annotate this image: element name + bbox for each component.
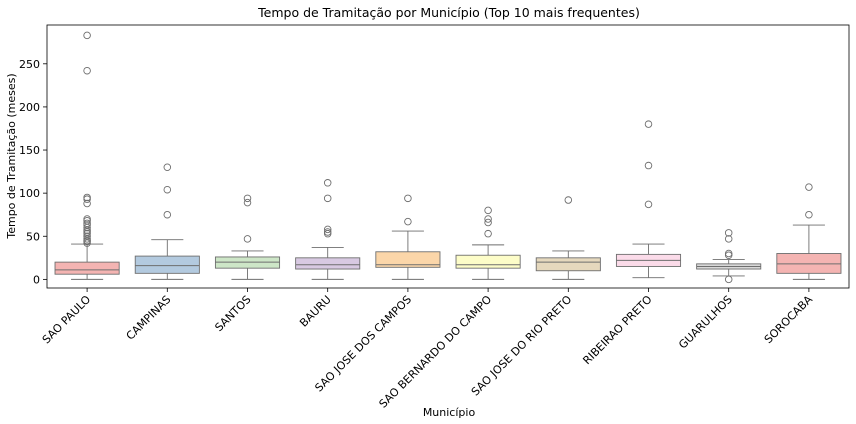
outlier-point <box>243 235 252 243</box>
outlier-point <box>724 229 733 237</box>
box-sorocaba <box>776 183 842 280</box>
outlier-point <box>243 194 252 203</box>
box-ribeirao-preto <box>615 120 682 279</box>
box-iqr <box>455 254 521 269</box>
box-sao-paulo <box>54 31 120 280</box>
outlier-point <box>83 219 91 228</box>
box-sao-jose-do-rio-preto <box>535 196 601 280</box>
outlier-point <box>163 163 172 172</box>
y-tick-label: 0 <box>33 273 40 286</box>
outlier-point <box>83 232 91 241</box>
x-axis-label: Município <box>423 406 476 419</box>
x-tick-label: BAURU <box>297 293 334 330</box>
outlier-point <box>323 225 332 234</box>
x-tick-label: SANTOS <box>212 293 253 334</box>
x-tick-label: SAO PAULO <box>40 293 94 347</box>
outlier-point <box>564 196 573 204</box>
outlier-point <box>323 228 332 236</box>
outlier-point <box>644 161 653 170</box>
outlier-point <box>323 179 332 187</box>
box-bauru <box>295 179 361 280</box>
outlier-point <box>724 235 733 243</box>
x-tick-label: RIBEIRAO PRETO <box>580 293 654 367</box>
outlier-point <box>163 210 172 219</box>
outlier-point <box>243 198 252 207</box>
box-santos <box>214 194 281 280</box>
y-axis-label: Tempo de Tramitação (meses) <box>5 73 18 239</box>
outlier-point <box>484 218 492 227</box>
outlier-point <box>805 183 813 191</box>
box-iqr <box>54 261 120 275</box>
outlier-point <box>484 229 492 238</box>
box-iqr <box>295 257 361 270</box>
x-tick-label: SOROCABA <box>762 293 816 347</box>
y-tick-label: 50 <box>26 230 40 243</box>
outlier-point <box>484 215 492 223</box>
x-tick-label: GUARULHOS <box>676 293 735 352</box>
outlier-point <box>83 199 91 208</box>
chart-title: Tempo de Tramitação por Município (Top 1… <box>257 5 640 20</box>
box-campinas <box>134 163 200 280</box>
outlier-point <box>805 210 813 219</box>
outlier-point <box>163 185 172 194</box>
outlier-point <box>83 193 91 202</box>
box-iqr <box>375 251 441 268</box>
outlier-point <box>404 217 412 226</box>
y-tick-label: 200 <box>19 101 40 114</box>
outlier-point <box>724 275 733 284</box>
boxplot-series <box>54 31 842 284</box>
outlier-point <box>484 206 492 215</box>
outlier-point <box>323 194 332 203</box>
y-axis: 0 50 100 150 200 250 <box>19 58 47 286</box>
box-sao-jose-dos-campos <box>375 194 441 280</box>
box-sao-bernardo-do-campo <box>455 206 521 280</box>
outlier-point <box>404 194 412 203</box>
outlier-point <box>83 215 91 223</box>
y-tick-label: 150 <box>19 144 40 157</box>
outlier-point <box>83 66 91 75</box>
outlier-point <box>644 120 653 128</box>
outlier-point <box>644 200 653 209</box>
outlier-point <box>724 249 733 258</box>
plot-area <box>46 24 850 289</box>
y-tick-label: 250 <box>19 58 40 71</box>
y-tick-label: 100 <box>19 187 40 200</box>
box-guarulhos <box>696 229 762 284</box>
outlier-point <box>83 31 91 40</box>
box-iqr <box>535 257 601 272</box>
box-iqr <box>134 255 200 274</box>
x-tick-label: CAMPINAS <box>124 293 174 343</box>
